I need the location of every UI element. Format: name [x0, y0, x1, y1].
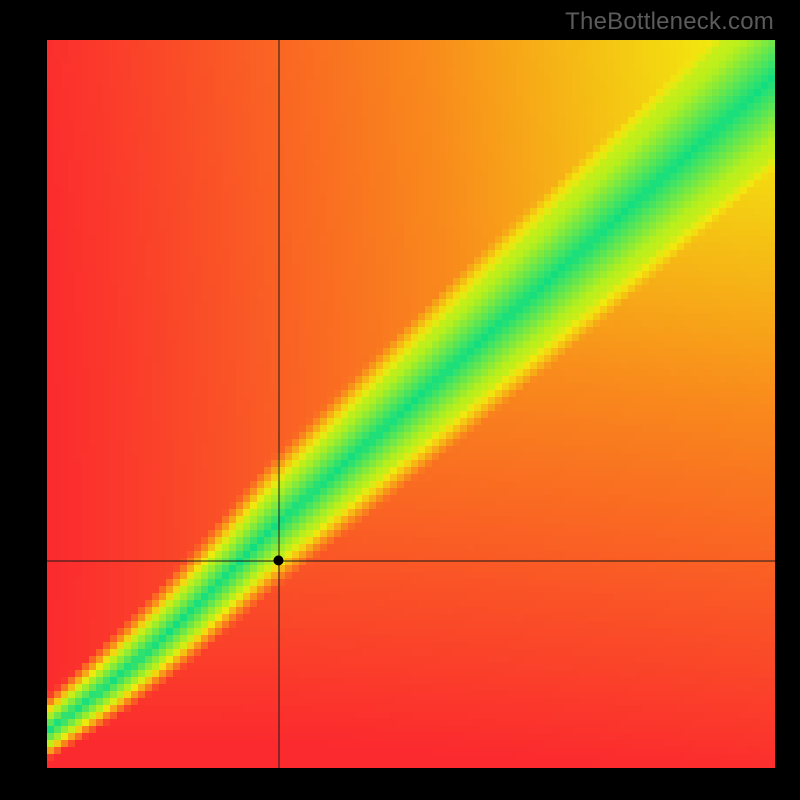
- overlay-canvas: [0, 0, 800, 800]
- watermark-text: TheBottleneck.com: [565, 8, 774, 36]
- chart-container: TheBottleneck.com: [0, 0, 800, 800]
